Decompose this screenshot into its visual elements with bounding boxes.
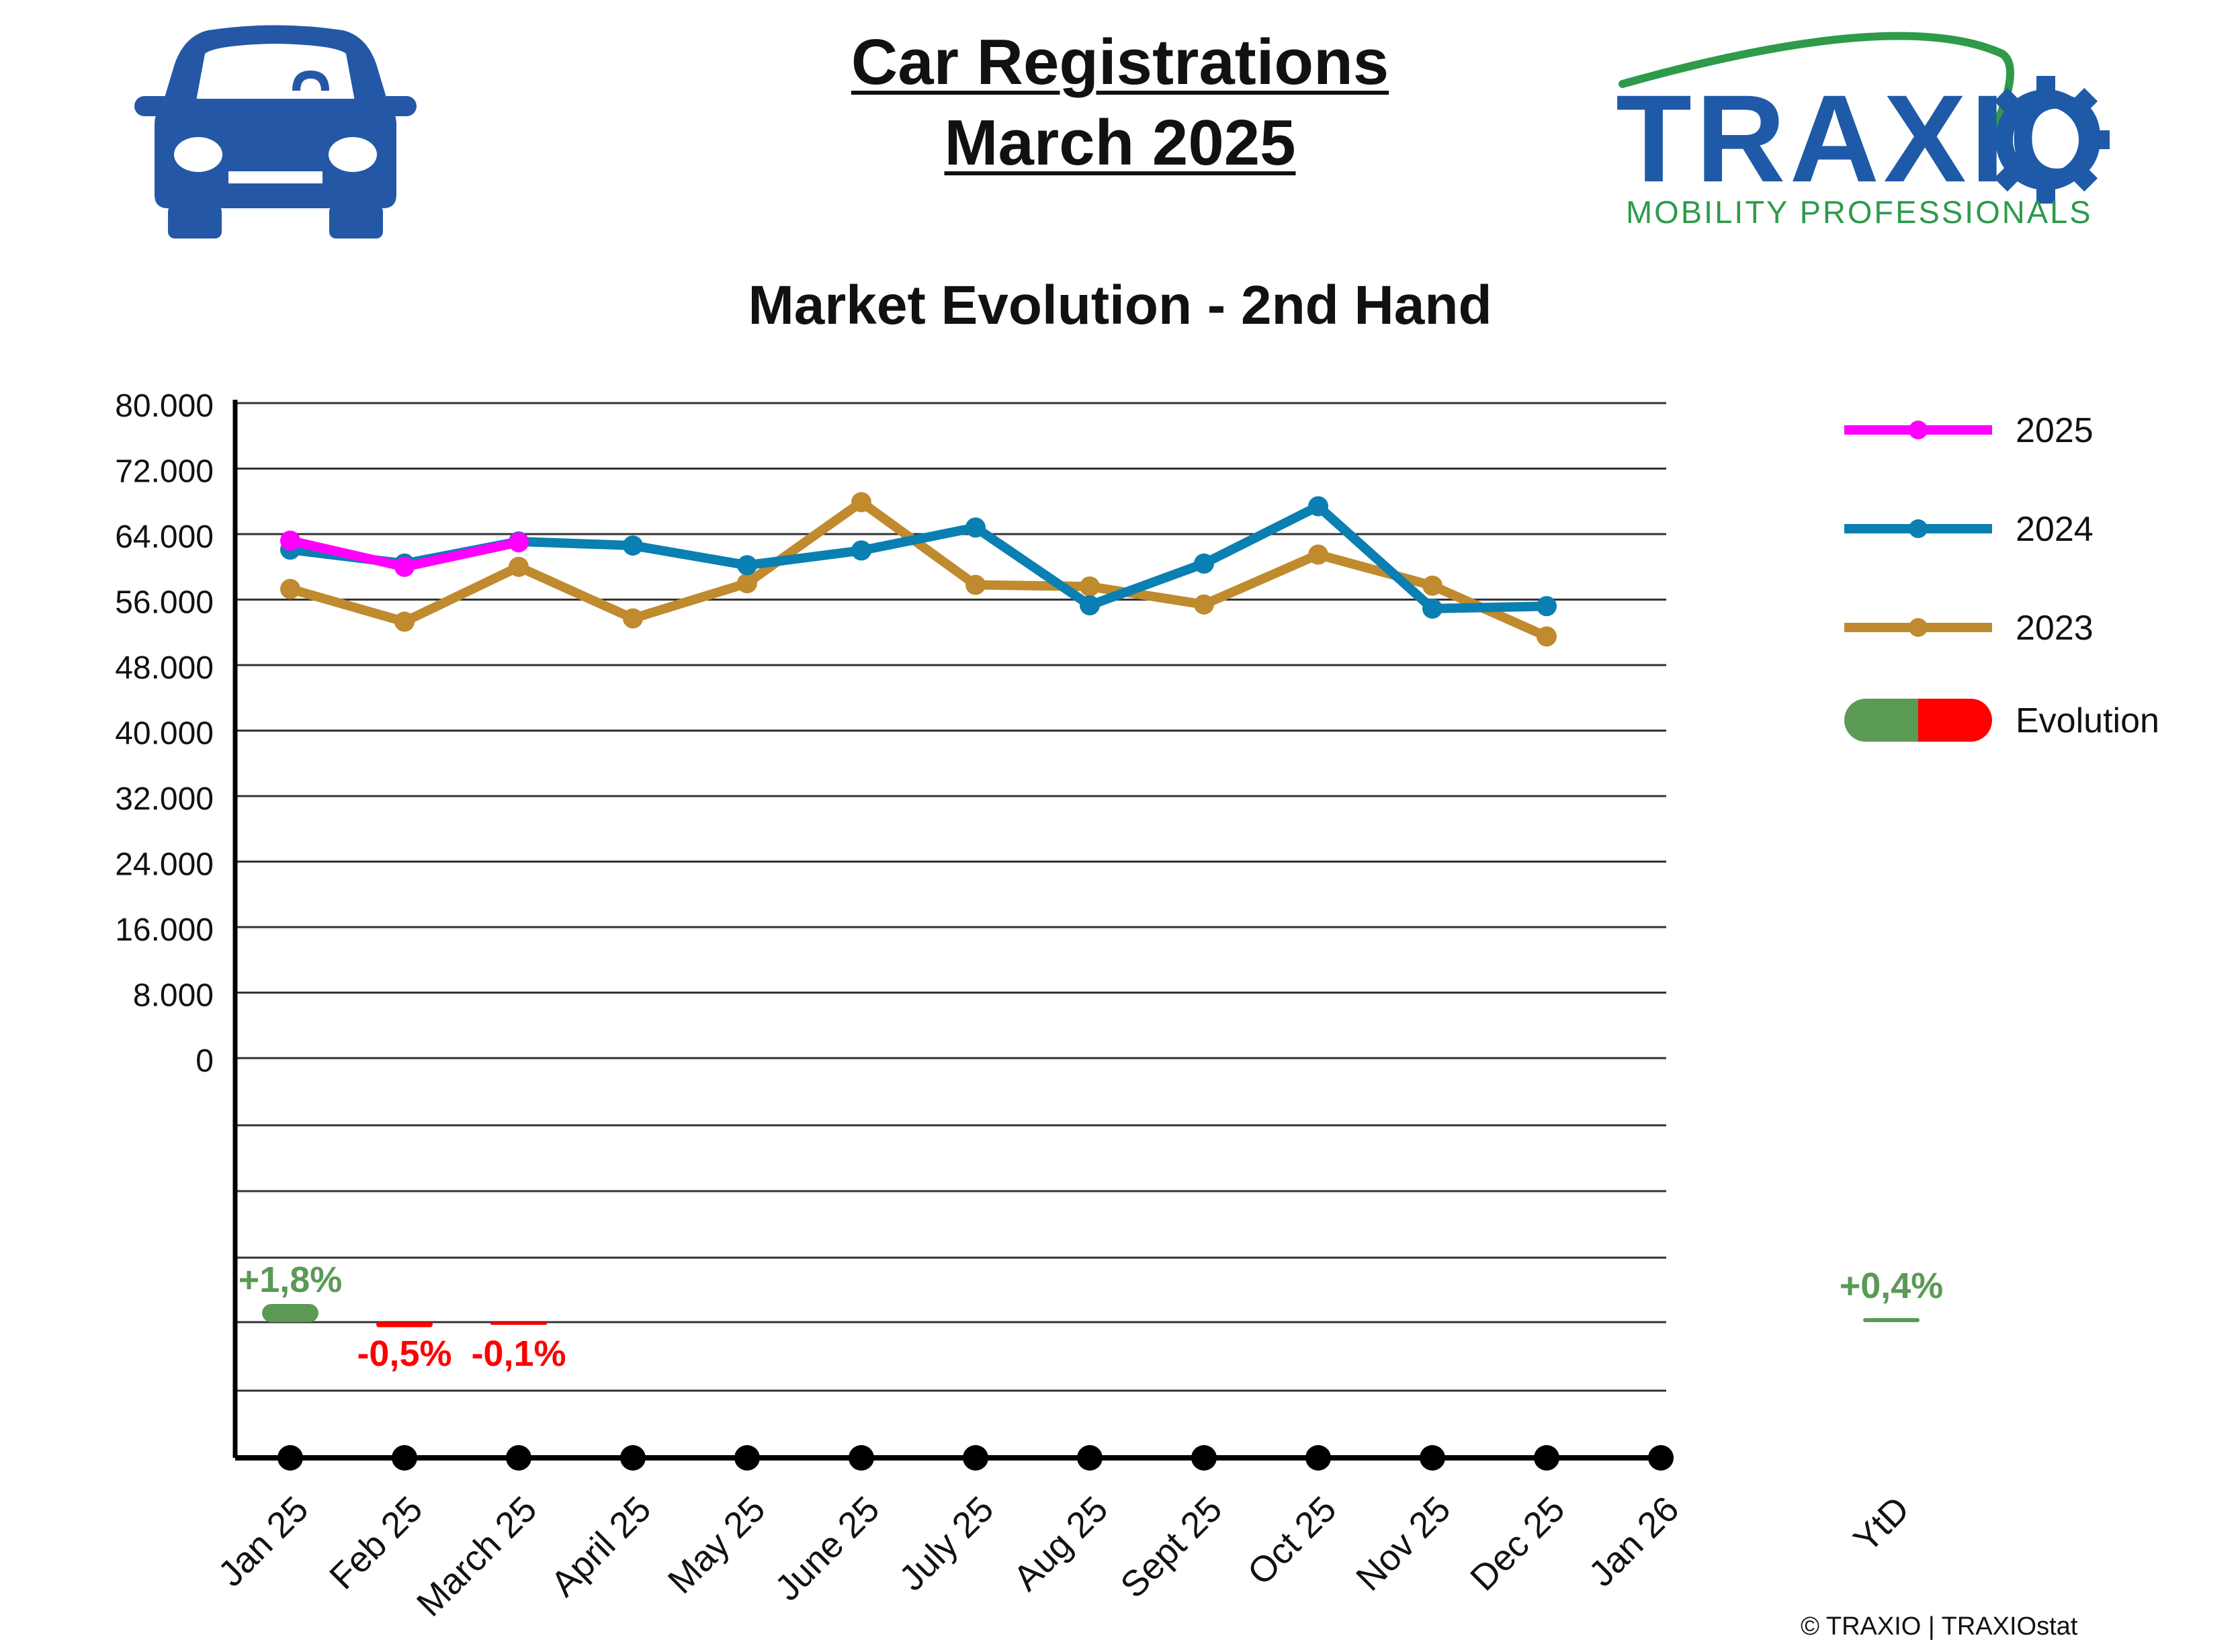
data-point-2023 bbox=[737, 573, 757, 594]
x-tick-label: May 25 bbox=[660, 1489, 773, 1602]
x-tick-label: Sept 25 bbox=[1113, 1489, 1230, 1606]
y-tick-label: 72.000 bbox=[115, 454, 214, 490]
legend-swatch-negative bbox=[1918, 699, 1992, 742]
x-axis-marker bbox=[1077, 1445, 1103, 1471]
y-tick-label: 32.000 bbox=[115, 781, 214, 817]
evolution-bar bbox=[262, 1304, 318, 1322]
y-tick-label: 80.000 bbox=[115, 388, 214, 424]
data-point-2024 bbox=[1537, 596, 1557, 617]
evolution-label: +1,8% bbox=[239, 1260, 343, 1300]
evolution-label: -0,5% bbox=[357, 1334, 451, 1374]
data-point-2025 bbox=[509, 532, 529, 553]
data-point-2023 bbox=[394, 611, 415, 632]
evolution-bar bbox=[376, 1322, 433, 1328]
y-tick-label: 48.000 bbox=[115, 650, 214, 686]
x-axis-marker bbox=[277, 1445, 303, 1471]
data-point-2025 bbox=[394, 556, 415, 577]
legend-marker-2025 bbox=[1909, 421, 1928, 439]
x-axis-marker bbox=[1191, 1445, 1217, 1471]
legend-swatch-positive bbox=[1844, 699, 1918, 742]
x-tick-label: Jan 26 bbox=[1581, 1489, 1686, 1594]
ytd-label: YtD bbox=[1846, 1489, 1917, 1560]
data-point-2024 bbox=[737, 555, 757, 576]
data-point-2024 bbox=[851, 540, 871, 561]
ytd-value-label: +0,4% bbox=[1840, 1266, 1944, 1306]
data-point-2023 bbox=[1537, 626, 1557, 647]
x-tick-label: July 25 bbox=[892, 1489, 1001, 1598]
traxio-logo: TRAXIO bbox=[1616, 32, 2110, 208]
x-tick-label: June 25 bbox=[767, 1489, 887, 1608]
x-tick-label: Jan 25 bbox=[210, 1489, 316, 1594]
data-point-2025 bbox=[280, 530, 300, 551]
chart-title: Market Evolution - 2nd Hand bbox=[748, 275, 1492, 336]
evolution-label: -0,1% bbox=[471, 1334, 566, 1374]
x-tick-label: Aug 25 bbox=[1006, 1489, 1115, 1598]
logo-wordmark: TRAXIO bbox=[1616, 70, 2110, 208]
x-tick-label: March 25 bbox=[409, 1489, 545, 1624]
x-axis-marker bbox=[1648, 1445, 1674, 1471]
page-title: Car Registrations bbox=[851, 26, 1389, 98]
data-point-2023 bbox=[1080, 576, 1100, 597]
data-point-2023 bbox=[280, 578, 300, 599]
x-tick-label: Nov 25 bbox=[1348, 1489, 1458, 1598]
y-tick-label: 40.000 bbox=[115, 716, 214, 752]
y-tick-label: 16.000 bbox=[115, 912, 214, 948]
logo-tagline: MOBILITY PROFESSIONALS bbox=[1626, 194, 2093, 230]
series-line-2023 bbox=[286, 497, 1551, 642]
ytd-bar bbox=[1863, 1318, 1920, 1322]
y-tick-label: 64.000 bbox=[115, 519, 214, 555]
car-front-icon bbox=[134, 25, 417, 238]
copyright: © TRAXIO | TRAXIOstat bbox=[1801, 1612, 2078, 1641]
x-axis-marker bbox=[620, 1445, 646, 1471]
gear-icon bbox=[1982, 76, 2110, 204]
legend-marker-2024 bbox=[1909, 519, 1928, 538]
legend-marker-2023 bbox=[1909, 618, 1928, 637]
legend-label: 2024 bbox=[2016, 510, 2094, 549]
data-point-2023 bbox=[851, 492, 871, 513]
legend-label: 2025 bbox=[2016, 411, 2094, 450]
series-line-2024 bbox=[286, 501, 1551, 613]
data-point-2023 bbox=[1194, 594, 1214, 615]
y-tick-label: 24.000 bbox=[115, 847, 214, 883]
x-axis-marker bbox=[392, 1445, 417, 1471]
x-axis-marker bbox=[734, 1445, 760, 1471]
data-point-2024 bbox=[1422, 598, 1442, 619]
page-subtitle: March 2025 bbox=[944, 107, 1296, 179]
data-point-2023 bbox=[1422, 575, 1442, 596]
x-axis-marker bbox=[963, 1445, 988, 1471]
x-axis-marker bbox=[1420, 1445, 1445, 1471]
data-point-2023 bbox=[509, 556, 529, 577]
x-axis-marker bbox=[1305, 1445, 1331, 1471]
data-point-2024 bbox=[1194, 553, 1214, 574]
x-tick-label: Dec 25 bbox=[1463, 1489, 1572, 1598]
data-point-2023 bbox=[965, 574, 986, 595]
y-tick-label: 56.000 bbox=[115, 585, 214, 621]
legend-label: 2023 bbox=[2016, 609, 2094, 648]
data-point-2023 bbox=[1308, 544, 1328, 565]
data-point-2024 bbox=[623, 535, 643, 556]
x-tick-label: Oct 25 bbox=[1240, 1489, 1344, 1593]
legend-label: Evolution bbox=[2016, 701, 2159, 740]
evolution-bar bbox=[490, 1322, 547, 1325]
x-axis-marker bbox=[849, 1445, 874, 1471]
x-tick-label: Feb 25 bbox=[322, 1489, 430, 1597]
data-point-2024 bbox=[965, 517, 986, 538]
data-point-2023 bbox=[623, 608, 643, 629]
x-tick-label: April 25 bbox=[544, 1489, 659, 1604]
data-point-2024 bbox=[1308, 496, 1328, 517]
y-tick-label: 8.000 bbox=[133, 978, 214, 1014]
x-axis-marker bbox=[1534, 1445, 1559, 1471]
data-point-2024 bbox=[1080, 595, 1100, 616]
x-axis-marker bbox=[506, 1445, 531, 1471]
y-tick-label: 0 bbox=[196, 1043, 214, 1079]
